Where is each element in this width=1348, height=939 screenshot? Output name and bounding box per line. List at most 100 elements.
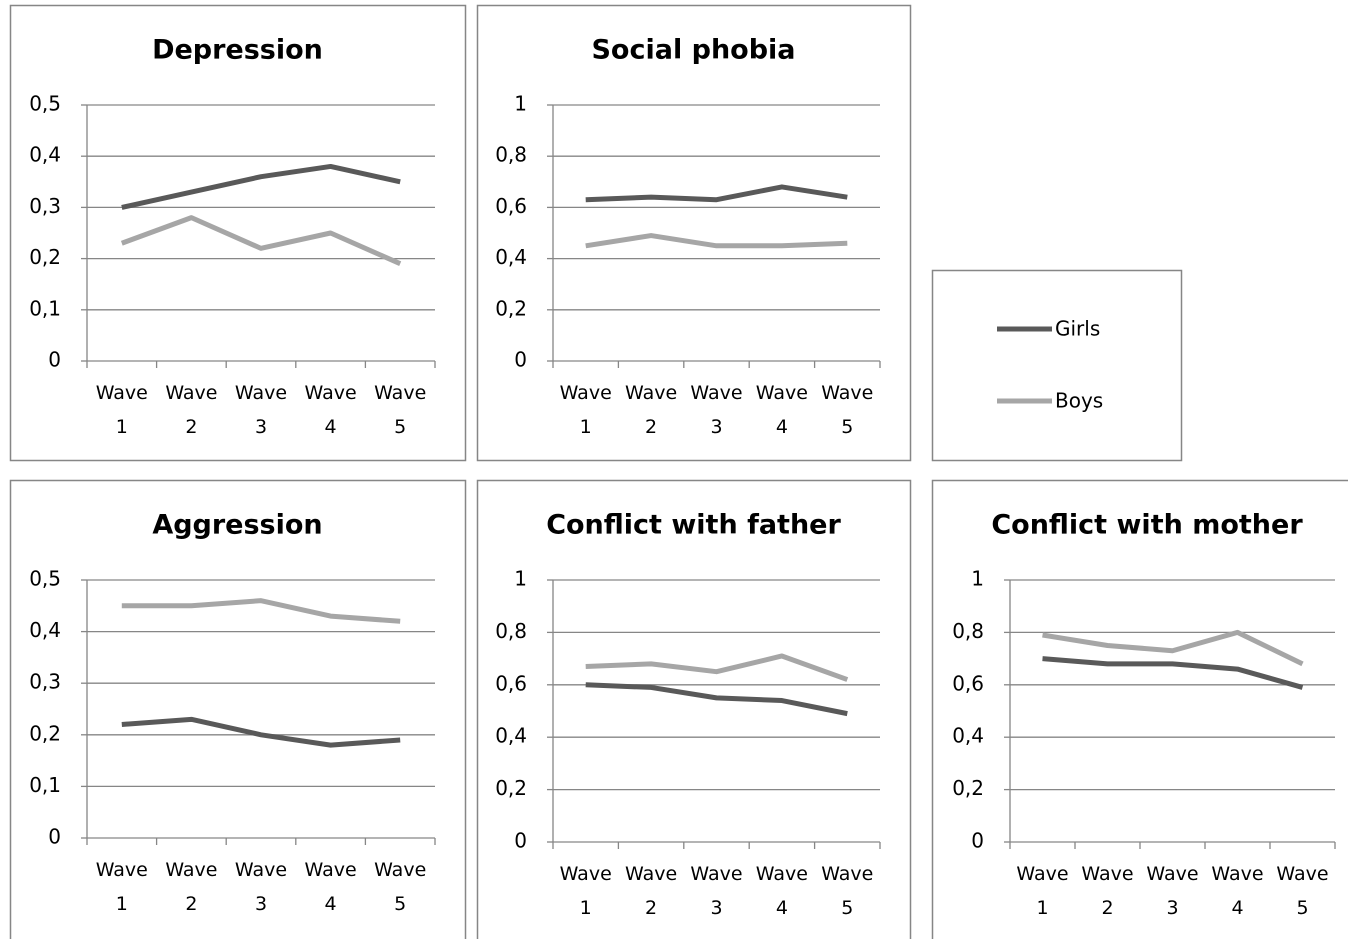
x-tick-label-box: Wave 1 bbox=[1016, 863, 1069, 919]
x-tick-label: Wave 3 bbox=[690, 863, 743, 919]
x-tick-label-box: Wave 4 bbox=[755, 382, 808, 438]
series-line bbox=[585, 233, 848, 249]
y-tick-label: 0,2 bbox=[29, 721, 61, 745]
x-tick-label: Wave 2 bbox=[1081, 863, 1134, 919]
x-tick-label-box: Wave 5 bbox=[821, 863, 874, 919]
chart-title: Conflict with father bbox=[546, 510, 841, 541]
y-tick-label: 0,2 bbox=[495, 296, 527, 320]
y-tick-label: 0,8 bbox=[495, 143, 527, 167]
chart-title: Depression bbox=[152, 35, 323, 66]
x-tick-label-box: Wave 3 bbox=[234, 859, 288, 915]
y-tick-label: 0,4 bbox=[952, 724, 984, 748]
x-tick-label: Wave 1 bbox=[95, 382, 148, 438]
y-tick-label: 0,6 bbox=[495, 671, 527, 695]
x-tick-label-box: Wave 2 bbox=[625, 863, 678, 919]
chart-title: Conflict with mother bbox=[991, 510, 1303, 541]
x-tick-label: Wave 1 bbox=[1016, 863, 1069, 919]
y-tick-label: 0,4 bbox=[495, 724, 527, 748]
x-tick-label-box: Wave 3 bbox=[234, 382, 288, 438]
x-tick-label: Wave 3 bbox=[234, 382, 288, 438]
x-tick-label-box: Wave 4 bbox=[1211, 863, 1264, 919]
x-tick-label-box: Wave 5 bbox=[374, 859, 427, 915]
x-tick-label-box: Wave 3 bbox=[1146, 863, 1199, 919]
series-line bbox=[121, 163, 401, 210]
y-tick-label: 0 bbox=[48, 825, 61, 849]
series-line bbox=[121, 716, 401, 748]
x-tick-label-box: Wave 4 bbox=[755, 863, 808, 919]
x-tick-label: Wave 4 bbox=[304, 382, 357, 438]
x-tick-label-box: Wave 1 bbox=[95, 382, 148, 438]
y-tick-label: 0,6 bbox=[495, 194, 527, 218]
y-tick-label: 0,4 bbox=[29, 143, 61, 167]
panel-border bbox=[9, 4, 467, 462]
x-tick-label-box: Wave 2 bbox=[625, 382, 677, 438]
y-tick-label: 0,2 bbox=[952, 776, 984, 800]
x-tick-label: Wave 2 bbox=[165, 382, 218, 438]
legend-label: Girls bbox=[1055, 317, 1100, 341]
x-tick-label: Wave 4 bbox=[755, 863, 808, 919]
series-line bbox=[1042, 656, 1304, 690]
x-tick-label-box: Wave 4 bbox=[304, 382, 357, 438]
x-tick-label: Wave 4 bbox=[1211, 863, 1264, 919]
y-tick-label: 0,5 bbox=[29, 92, 61, 116]
x-tick-label: Wave 4 bbox=[304, 859, 357, 915]
x-tick-label-box: Wave 1 bbox=[95, 859, 148, 915]
y-tick-label: 0,3 bbox=[29, 670, 61, 694]
x-tick-label-box: Wave 2 bbox=[165, 382, 218, 438]
series-line bbox=[585, 682, 848, 717]
series-line bbox=[120, 215, 402, 267]
x-tick-label: Wave 3 bbox=[1146, 863, 1199, 919]
x-tick-label: Wave 1 bbox=[559, 382, 612, 438]
x-tick-label-box: Wave 4 bbox=[304, 859, 357, 915]
panel-border bbox=[476, 4, 912, 462]
chart-title: Social phobia bbox=[591, 35, 795, 66]
y-tick-label: 1 bbox=[971, 567, 984, 591]
series-line bbox=[1042, 629, 1304, 667]
legend-label: Boys bbox=[1055, 389, 1103, 413]
y-tick-label: 1 bbox=[514, 567, 527, 591]
y-tick-label: 0,2 bbox=[29, 245, 61, 269]
x-tick-label-box: Wave 2 bbox=[1081, 863, 1134, 919]
legend-border bbox=[931, 269, 1183, 462]
x-tick-label-box: Wave 3 bbox=[690, 863, 743, 919]
chart-title: Aggression bbox=[152, 510, 322, 541]
x-tick-label: Wave 5 bbox=[1276, 863, 1329, 919]
x-tick-label-box: Wave 5 bbox=[374, 382, 427, 438]
y-tick-label: 0,2 bbox=[495, 776, 527, 800]
x-tick-label: Wave 2 bbox=[165, 859, 218, 915]
x-tick-label: Wave 3 bbox=[690, 382, 743, 438]
x-tick-label: Wave 4 bbox=[755, 382, 808, 438]
y-tick-label: 0,5 bbox=[29, 567, 61, 591]
y-tick-label: 0,3 bbox=[29, 194, 61, 218]
y-tick-label: 0,6 bbox=[952, 671, 984, 695]
x-tick-label: Wave 3 bbox=[234, 859, 288, 915]
y-tick-label: 0 bbox=[514, 348, 527, 372]
x-tick-label-box: Wave 1 bbox=[559, 382, 612, 438]
y-tick-label: 0,1 bbox=[29, 296, 61, 320]
y-tick-label: 0 bbox=[48, 348, 61, 372]
y-tick-label: 0,8 bbox=[952, 619, 984, 643]
x-tick-label-box: Wave 5 bbox=[821, 382, 874, 438]
x-tick-label: Wave 1 bbox=[559, 863, 612, 919]
y-tick-label: 0,4 bbox=[495, 245, 527, 269]
x-tick-label: Wave 5 bbox=[821, 382, 874, 438]
panel-border bbox=[476, 479, 912, 939]
x-tick-label: Wave 5 bbox=[374, 859, 427, 915]
y-tick-label: 1 bbox=[514, 92, 527, 116]
series-line bbox=[585, 653, 849, 682]
x-tick-label-box: Wave 2 bbox=[165, 859, 218, 915]
x-tick-label-box: Wave 3 bbox=[690, 382, 743, 438]
x-tick-label: Wave 5 bbox=[374, 382, 427, 438]
x-tick-label: Wave 5 bbox=[821, 863, 874, 919]
series-line bbox=[585, 184, 848, 203]
y-tick-label: 0,4 bbox=[29, 618, 61, 642]
y-tick-label: 0 bbox=[971, 829, 984, 853]
x-tick-label: Wave 1 bbox=[95, 859, 148, 915]
panel-border bbox=[931, 479, 1348, 939]
x-tick-label-box: Wave 1 bbox=[559, 863, 612, 919]
x-tick-label-box: Wave 5 bbox=[1276, 863, 1329, 919]
y-tick-label: 0 bbox=[514, 829, 527, 853]
x-tick-label: Wave 2 bbox=[625, 863, 678, 919]
panel-border bbox=[9, 479, 467, 939]
